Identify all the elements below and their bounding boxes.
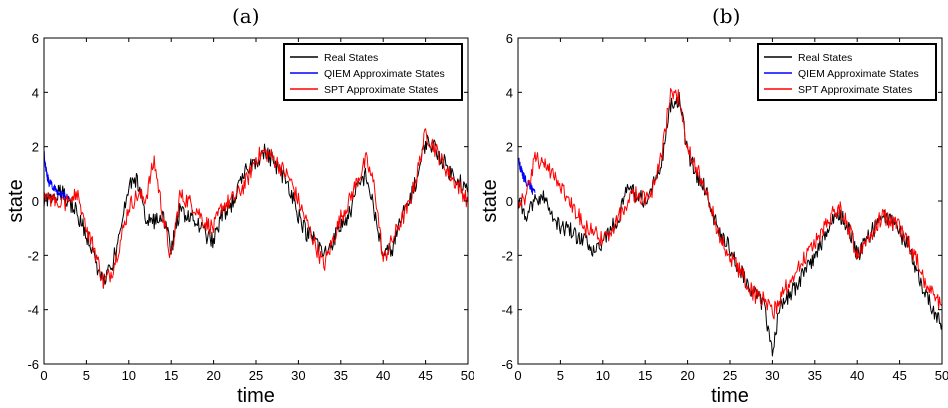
- legend-label-b-0: Real States: [798, 52, 852, 64]
- chart-panel-b: (b) 0 5 10 15 20 25 30 35 40 45 50 6 4 2 0 -2 -4 -6 time st…: [474, 0, 948, 408]
- x-tick-label-a-7: 35: [334, 368, 348, 383]
- legend-label-b-1: QIEM Approximate States: [798, 68, 919, 80]
- x-tick-label-b-8: 40: [850, 368, 864, 383]
- legend-box-a: [283, 43, 463, 101]
- y-tick-label-a-3: 0: [32, 194, 39, 209]
- legend-label-a-0: Real States: [324, 52, 378, 64]
- legend-label-b-2: SPT Approximate States: [798, 84, 912, 96]
- x-tick-label-b-1: 5: [557, 368, 564, 383]
- chart-panel-a: (a) 0 5 10 15 20 25 30 35 40 45 50 6 4 2 0 -2 -4 -6 time st…: [5, 4, 474, 407]
- y-tick-label-a-4: -2: [27, 248, 39, 263]
- x-tick-label-a-5: 25: [249, 368, 263, 383]
- x-tick-label-a-2: 10: [122, 368, 136, 383]
- x-axis-label-b: time: [711, 385, 749, 407]
- x-tick-label-b-4: 20: [680, 368, 694, 383]
- x-tick-label-a-10: 50: [461, 368, 474, 383]
- y-tick-label-b-1: 4: [506, 85, 513, 100]
- series-line-b-2: [517, 88, 943, 320]
- y-tick-label-b-3: 0: [506, 194, 513, 209]
- x-tick-label-b-6: 30: [765, 368, 779, 383]
- x-tick-label-a-6: 30: [291, 368, 305, 383]
- x-tick-label-a-9: 45: [418, 368, 432, 383]
- chart-a: 0 5 10 15 20 25 30 35 40 45 506420-2-4-6timestateR…: [5, 31, 474, 407]
- y-tick-label-b-0: 6: [506, 31, 513, 46]
- y-axis-label-b: state: [479, 179, 501, 222]
- y-tick-label-a-1: 4: [32, 85, 39, 100]
- legend-label-a-2: SPT Approximate States: [324, 84, 438, 96]
- chart-caption-a: (a): [232, 4, 260, 28]
- y-tick-label-b-2: 2: [506, 140, 513, 155]
- x-axis-label-a: time: [237, 385, 275, 407]
- legend-box-b: [757, 43, 937, 101]
- x-tick-label-a-3: 15: [164, 368, 178, 383]
- series-line-a-1: [43, 151, 70, 201]
- y-tick-label-a-5: -4: [27, 303, 39, 318]
- x-tick-label-b-5: 25: [723, 368, 737, 383]
- x-tick-label-a-0: 0: [40, 368, 47, 383]
- series-line-a-2: [43, 128, 469, 289]
- x-tick-label-b-0: 0: [514, 368, 521, 383]
- y-axis-label-a: state: [5, 179, 27, 222]
- x-tick-label-a-8: 40: [376, 368, 390, 383]
- y-tick-label-b-6: -6: [501, 357, 513, 372]
- x-tick-label-b-9: 45: [892, 368, 906, 383]
- chart-caption-b: (b): [712, 4, 741, 28]
- x-tick-label-b-2: 10: [596, 368, 610, 383]
- y-tick-label-a-2: 2: [32, 140, 39, 155]
- x-tick-label-b-10: 50: [935, 368, 948, 383]
- legend-label-a-1: QIEM Approximate States: [324, 68, 445, 80]
- series-line-b-1: [517, 156, 536, 195]
- y-tick-label-b-4: -2: [501, 248, 513, 263]
- x-tick-label-b-3: 15: [638, 368, 652, 383]
- x-tick-label-b-7: 35: [808, 368, 822, 383]
- x-tick-label-a-4: 20: [206, 368, 220, 383]
- chart-b: 0 5 10 15 20 25 30 35 40 45 506420-2-4-6timestateR…: [479, 31, 948, 407]
- x-tick-label-a-1: 5: [83, 368, 90, 383]
- y-tick-label-b-5: -4: [501, 303, 513, 318]
- y-tick-label-a-0: 6: [32, 31, 39, 46]
- y-tick-label-a-6: -6: [27, 357, 39, 372]
